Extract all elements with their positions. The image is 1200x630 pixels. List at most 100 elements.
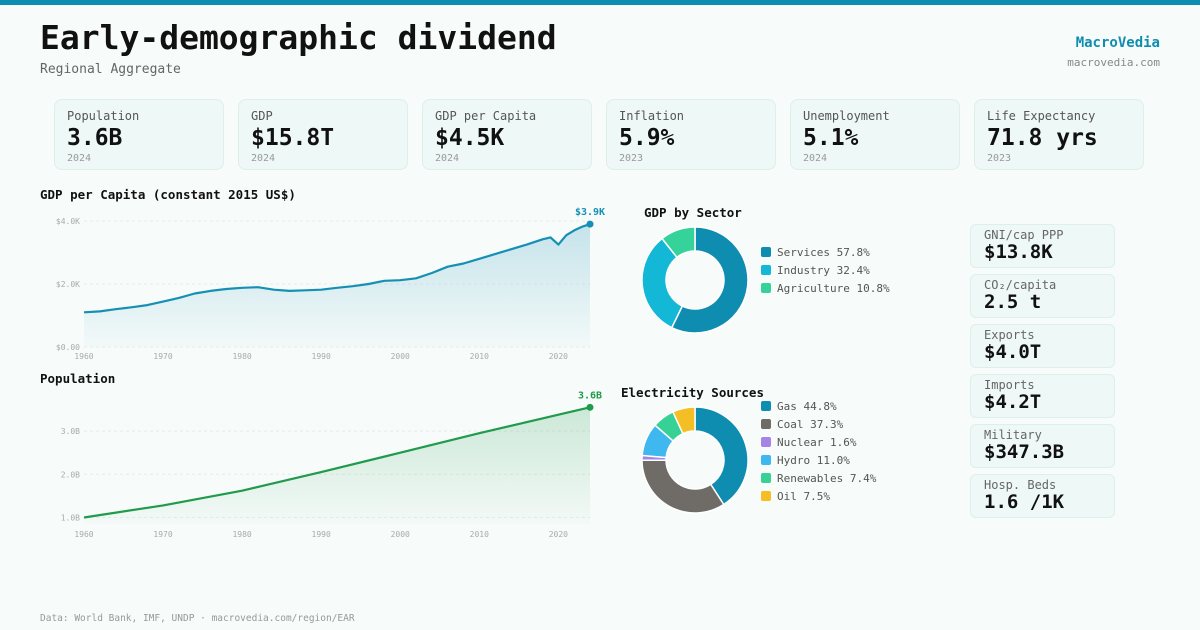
x-tick-label: 2010 (470, 352, 489, 361)
x-tick-label: 2010 (470, 530, 489, 539)
kpi-year: 2023 (987, 153, 1012, 164)
population-chart: 1.0B 2.0B 3.0B 1960 1970 1980 1990 2000 2010 2020… (61, 390, 602, 539)
legend-swatch (761, 247, 771, 257)
y-tick-label: 2.0B (61, 470, 80, 479)
stat-card-hospital-beds: Hosp. Beds 1.6 /1K (970, 474, 1115, 518)
legend-label: Agriculture 10.8% (777, 282, 890, 295)
population-chart-title: Population (40, 371, 116, 386)
series-area (84, 224, 590, 347)
electricity-sources-donut (641, 406, 749, 514)
electricity-chart-title: Electricity Sources (621, 385, 764, 400)
legend-label: Oil 7.5% (777, 490, 830, 503)
legend-coal: Coal 37.3% (761, 418, 843, 431)
kpi-year: 2024 (67, 153, 92, 164)
legend-swatch (761, 283, 771, 293)
sector-chart-title: GDP by Sector (644, 205, 742, 220)
x-tick-label: 2000 (391, 530, 410, 539)
legend-agriculture: Agriculture 10.8% (761, 282, 890, 295)
legend-swatch (761, 455, 771, 465)
kpi-year: 2024 (803, 153, 828, 164)
donut-slice-agriculture (660, 226, 696, 259)
stat-label: Exports (984, 328, 1035, 342)
legend-label: Coal 37.3% (777, 418, 844, 431)
legend-industry: Industry 32.4% (761, 264, 870, 277)
kpi-value: $15.8T (251, 125, 335, 151)
stat-label: Military (984, 428, 1042, 442)
stat-value: $4.0T (984, 341, 1042, 363)
kpi-year: 2024 (435, 153, 460, 164)
x-tick-label: 1980 (232, 530, 251, 539)
kpi-value: 5.1% (803, 125, 859, 151)
kpi-card-inflation: Inflation 5.9% 2023 (606, 99, 776, 170)
kpi-value: 3.6B (67, 125, 123, 151)
kpi-label: GDP per Capita (435, 109, 537, 123)
legend-hydro: Hydro 11.0% (761, 454, 850, 467)
brand-logo[interactable]: MacroVedia (1075, 35, 1160, 51)
kpi-label: Inflation (619, 109, 685, 123)
x-tick-label: 1980 (232, 352, 251, 361)
stat-card-gni: GNI/cap PPP $13.8K (970, 224, 1115, 268)
kpi-value: 5.9% (619, 125, 675, 151)
legend-label: Hydro 11.0% (777, 454, 850, 467)
kpi-label: Unemployment (803, 109, 890, 123)
stat-value: 1.6 /1K (984, 491, 1065, 513)
x-tick-label: 2000 (391, 352, 410, 361)
x-tick-label: 1990 (312, 530, 331, 539)
x-tick-label: 1970 (153, 352, 172, 361)
page-title: Early-demographic dividend (40, 18, 557, 57)
legend-swatch (761, 491, 771, 501)
legend-swatch (761, 265, 771, 275)
stat-label: Hosp. Beds (984, 478, 1057, 492)
kpi-label: Population (67, 109, 140, 123)
gdp-chart-title: GDP per Capita (constant 2015 US$) (40, 187, 296, 202)
gdp-per-capita-chart: $0.00 $2.0K $4.0K 1960 1970 1980 1990 2000 2010 2… (56, 207, 605, 361)
kpi-card-population: Population 3.6B 2024 (54, 99, 224, 170)
top-accent-bar (0, 0, 1200, 5)
legend-renewables: Renewables 7.4% (761, 472, 876, 485)
x-tick-label: 2020 (549, 530, 568, 539)
legend-label: Gas 44.8% (777, 400, 837, 413)
legend-label: Services 57.8% (777, 246, 870, 259)
stat-value: $347.3B (984, 441, 1065, 463)
y-tick-label: 1.0B (61, 514, 80, 523)
kpi-year: 2023 (619, 153, 644, 164)
series-line (83, 223, 591, 314)
legend-swatch (761, 473, 771, 483)
x-tick-label: 1990 (312, 352, 331, 361)
y-tick-label: $4.0K (56, 217, 80, 226)
stat-card-military: Military $347.3B (970, 424, 1115, 468)
donut-slice-coal (641, 459, 725, 514)
y-tick-label: $0.00 (56, 343, 80, 352)
page-subtitle: Regional Aggregate (40, 62, 181, 77)
series-line (83, 406, 591, 519)
stat-label: Imports (984, 378, 1035, 392)
end-point-marker (586, 220, 594, 228)
stat-label: GNI/cap PPP (984, 228, 1064, 242)
donut-slice-oil (671, 406, 696, 435)
legend-nuclear: Nuclear 1.6% (761, 436, 856, 449)
kpi-card-unemployment: Unemployment 5.1% 2024 (790, 99, 960, 170)
stat-label: CO₂/capita (984, 278, 1057, 292)
series-area (84, 407, 590, 524)
donut-slice-gas (694, 406, 749, 506)
legend-swatch (761, 437, 771, 447)
kpi-value: 71.8 yrs (987, 125, 1098, 151)
legend-swatch (761, 401, 771, 411)
stat-value: 2.5 t (984, 291, 1042, 313)
kpi-year: 2024 (251, 153, 276, 164)
x-tick-label: 1970 (153, 530, 172, 539)
stat-card-co2: CO₂/capita 2.5 t (970, 274, 1115, 318)
x-tick-label: 1960 (74, 352, 93, 361)
end-point-marker (586, 403, 594, 411)
y-tick-label: $2.0K (56, 280, 80, 289)
stat-value: $13.8K (984, 241, 1053, 263)
kpi-label: Life Expectancy (987, 109, 1096, 123)
legend-services: Services 57.8% (761, 246, 870, 259)
legend-oil: Oil 7.5% (761, 490, 830, 503)
brand-url[interactable]: macrovedia.com (1067, 56, 1160, 69)
kpi-value: $4.5K (435, 125, 505, 151)
legend-label: Industry 32.4% (777, 264, 870, 277)
kpi-card-gdp-per-capita: GDP per Capita $4.5K 2024 (422, 99, 592, 170)
stat-value: $4.2T (984, 391, 1042, 413)
legend-label: Renewables 7.4% (777, 472, 877, 485)
